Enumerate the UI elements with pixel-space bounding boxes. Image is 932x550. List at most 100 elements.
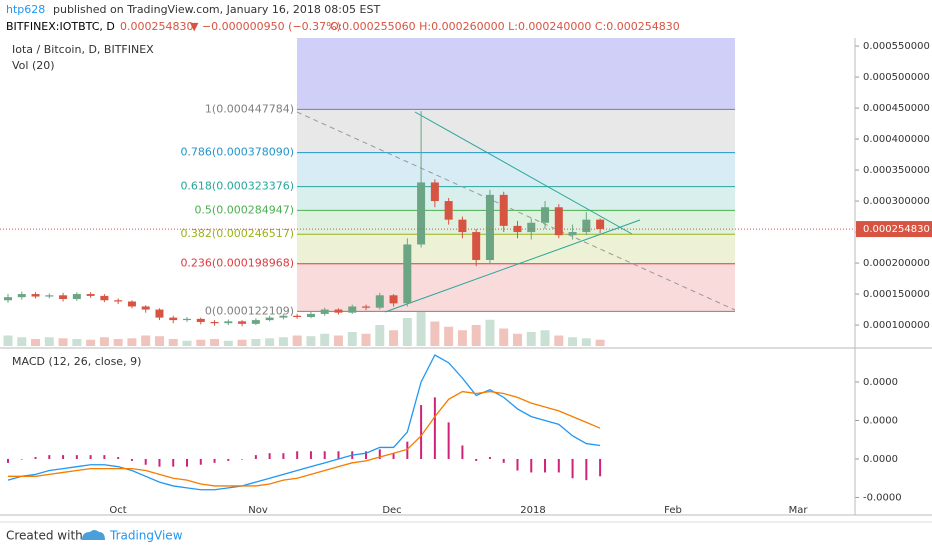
histogram-bar (227, 458, 230, 461)
candle-body (169, 317, 178, 321)
histogram-bar (282, 453, 285, 459)
candle-body (72, 294, 81, 300)
candle-body (582, 219, 591, 233)
histogram-bar (544, 458, 547, 473)
candle-body (403, 244, 412, 304)
candle-body (513, 225, 522, 233)
volume-bar (306, 336, 316, 346)
histogram-bar (130, 458, 133, 461)
fib-label: 0.786(0.000378090) (180, 146, 294, 159)
last-price-label: 0.000254830 (863, 224, 930, 235)
volume-bar (3, 335, 13, 346)
volume-bar (237, 339, 247, 346)
volume-bar (347, 332, 357, 346)
volume-bar (154, 336, 164, 346)
pane-title: Iota / Bitcoin, D, BITFINEX (12, 43, 154, 56)
volume-bar (58, 338, 68, 346)
y-tick-label: 0.0000 (863, 415, 898, 426)
volume-bar (210, 339, 220, 346)
candle-body (320, 309, 329, 314)
histogram-bar (309, 451, 312, 459)
y-tick-label: 0.000550000 (863, 41, 930, 52)
candle-body (196, 318, 205, 322)
author[interactable]: htp628 (6, 3, 45, 16)
candle-body (59, 295, 68, 300)
volume-bar (44, 337, 54, 346)
candle-body (306, 313, 315, 317)
candle-body (251, 320, 260, 324)
histogram-bar (186, 458, 189, 467)
candle-body (554, 207, 563, 236)
volume-bar (361, 333, 371, 346)
histogram-bar (571, 458, 574, 479)
volume-bar (278, 337, 288, 346)
histogram-bar (447, 422, 450, 459)
fib-label: 0.382(0.000246517) (180, 227, 294, 240)
histogram-bar (392, 453, 395, 459)
last-price-box (856, 221, 932, 238)
tv-logo (82, 530, 105, 540)
candle-body (444, 201, 453, 220)
volume-bar (402, 318, 412, 346)
candle-body (31, 294, 40, 297)
volume-bar (320, 333, 330, 346)
volume-bar (113, 339, 123, 346)
histogram-bar (117, 457, 120, 459)
candle-body (362, 306, 371, 308)
histogram-bar (144, 458, 147, 465)
histogram-bar (20, 458, 23, 460)
volume-bar (581, 338, 591, 346)
macd-line (7, 354, 601, 491)
y-tick-label: 0.000300000 (863, 196, 930, 207)
candle-body (375, 295, 384, 308)
histogram-bar (516, 458, 519, 471)
candle-body (389, 295, 398, 304)
volume-bar (554, 335, 564, 346)
x-tick-label: Dec (382, 505, 401, 516)
y-tick-label: 0.000450000 (863, 103, 930, 114)
volume-bar (333, 335, 343, 346)
histogram-bar (199, 458, 202, 465)
volume-bar (86, 339, 96, 346)
candle-body (417, 182, 426, 245)
fib-label: 0.618(0.000323376) (180, 180, 294, 193)
histogram-bar (599, 458, 602, 477)
volume-bar (540, 330, 550, 346)
fib-zone (297, 109, 735, 153)
histogram-bar (296, 451, 299, 459)
histogram-bar (557, 458, 560, 473)
volume-bar (168, 339, 178, 346)
volume-bar (292, 335, 302, 346)
histogram-bar (337, 451, 340, 459)
x-tick-label: Nov (248, 505, 268, 516)
volume-bar (389, 330, 399, 346)
candle-body (114, 300, 123, 302)
histogram-bar (268, 453, 271, 459)
candle-body (527, 222, 536, 233)
x-tick-label: Oct (109, 505, 126, 516)
histogram-bar (213, 458, 216, 463)
change: ▼ −0.000000950 (−0.37%) (190, 20, 341, 33)
volume-title: Vol (20) (12, 59, 55, 72)
fib-zone (297, 210, 735, 235)
histogram-bar (420, 405, 423, 459)
histogram-bar (323, 451, 326, 459)
volume-bar (471, 325, 481, 346)
brand[interactable]: TradingView (109, 529, 183, 543)
candle-body (568, 232, 577, 236)
candle-body (17, 294, 26, 298)
histogram-bar (7, 458, 9, 463)
ohlc: O:0.000255060 H:0.000260000 L:0.00024000… (330, 20, 680, 33)
volume-bar (512, 333, 522, 346)
candle-body (348, 306, 357, 313)
histogram-bar (365, 451, 368, 459)
candle-body (279, 315, 288, 318)
y-tick-label: -0.0000 (863, 492, 902, 503)
histogram-bar (488, 457, 491, 459)
candle-body (485, 194, 494, 260)
fib-zone (297, 263, 735, 312)
histogram-bar (502, 458, 505, 463)
published: published on TradingView.com, January 16… (53, 3, 380, 16)
histogram-bar (172, 458, 175, 467)
volume-bar (251, 339, 261, 346)
